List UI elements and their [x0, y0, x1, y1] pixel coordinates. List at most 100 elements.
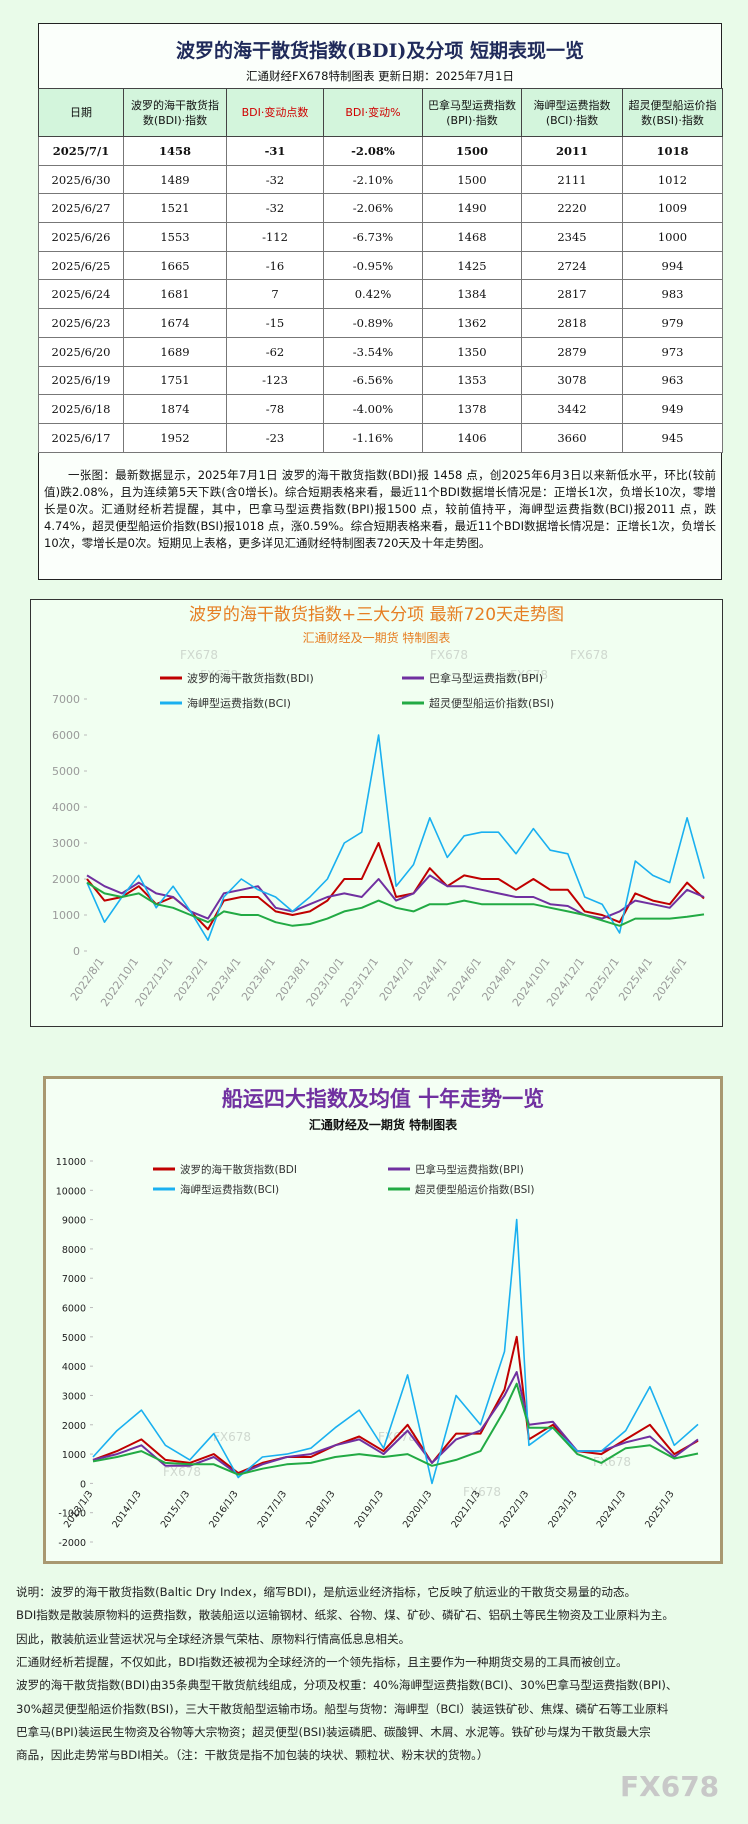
table-cell: -78 [226, 394, 324, 424]
legend-label: 超灵便型船运价指数(BSI) [415, 1183, 534, 1196]
y-tick-label: 5000 [62, 1333, 86, 1344]
x-tick-label: 2022/1/3 [498, 1489, 531, 1530]
x-tick-label: 2023/1/3 [546, 1489, 579, 1530]
y-tick-label: 4000 [62, 1362, 86, 1373]
legend-label: 超灵便型船运价指数(BSI) [429, 696, 554, 710]
y-tick-label: 5000 [52, 765, 80, 778]
table-cell: 1362 [422, 308, 522, 338]
y-tick-label: 3000 [62, 1391, 86, 1402]
table-cell: -31 [226, 136, 324, 166]
x-tick-label: 2019/1/3 [353, 1489, 386, 1530]
y-tick-label: 7000 [62, 1274, 86, 1285]
watermark: FX678 [510, 668, 548, 682]
table-cell: -16 [226, 250, 324, 281]
series-line [92, 1382, 699, 1476]
legend-label: 巴拿马型运费指数(BPI) [429, 671, 543, 685]
table-row: 2025/6/27 1521 -32 -2.06% 1490 2220 1009 [38, 193, 723, 224]
watermark: FX678 [620, 1770, 720, 1803]
table-cell: 1425 [422, 250, 522, 281]
table-cell: 2025/6/19 [38, 365, 124, 396]
table-cell: 2025/6/24 [38, 279, 124, 310]
legend-label: 海岬型运费指数(BCI) [187, 696, 291, 710]
table-cell: -6.73% [323, 222, 423, 252]
table-cell: 1500 [422, 164, 522, 195]
chart-title: 波罗的海干散货指数+三大分项 最新720天走势图 [189, 605, 564, 625]
y-tick-label: 0 [73, 945, 80, 958]
table-row: 2025/6/25 1665 -16 -0.95% 1425 2724 994 [38, 250, 723, 281]
table-cell: 2025/6/30 [38, 164, 124, 195]
table-cell: -0.95% [323, 250, 423, 281]
table-cell: 2025/6/18 [38, 394, 124, 424]
table-row: 2025/6/17 1952 -23 -1.16% 1406 3660 945 [38, 422, 723, 453]
table-cell: 963 [622, 365, 723, 396]
watermark: FX678 [213, 1430, 251, 1444]
y-tick-label: 10000 [56, 1186, 86, 1197]
note-line: 说明：波罗的海干散货指数(Baltic Dry Index，缩写BDI)，是航运… [16, 1585, 637, 1599]
table-row: 2025/6/26 1553 -112 -6.73% 1468 2345 1000 [38, 222, 723, 252]
table-cell: 1500 [422, 136, 522, 166]
y-tick-label: 2000 [62, 1421, 86, 1432]
x-tick-label: 2017/1/3 [256, 1489, 289, 1530]
header-cell: 巴拿马型运费指数(BPI)·指数 [422, 88, 522, 137]
table-cell: 1009 [622, 193, 723, 224]
x-tick-label: 2015/1/3 [159, 1489, 192, 1530]
y-tick-label: -1000 [58, 1509, 86, 1520]
table-cell: 1384 [422, 279, 522, 310]
y-tick-label: 6000 [62, 1304, 86, 1315]
table-cell: 2818 [521, 308, 623, 338]
table-cell: 1952 [123, 422, 227, 453]
note-line: 波罗的海干散货指数(BDI)由35条典型干散货航线组成，分项及权重：40%海岬型… [16, 1678, 678, 1693]
legend-label: 海岬型运费指数(BCI) [180, 1183, 279, 1196]
table-cell: 1489 [123, 164, 227, 195]
watermark: FX678 [180, 648, 218, 662]
watermark: FX678 [570, 648, 608, 662]
table-cell: 1553 [123, 222, 227, 252]
note-line: 因此，散装航运业营运状况与全球经济景气荣枯、原物料行情高低息息相关。 [16, 1631, 411, 1646]
y-tick-label: 4000 [52, 801, 80, 814]
table-cell: 2817 [521, 279, 623, 310]
table-cell: -2.06% [323, 193, 423, 224]
y-tick-label: 0 [80, 1479, 86, 1490]
table-cell: 1689 [123, 336, 227, 367]
chart-720d: FX678 FX678 FX678 FX678 FX678 波罗的海干散货指数+三大分项 … [52, 605, 705, 1009]
x-tick-label: 2020/1/3 [401, 1489, 434, 1530]
summary-text: 一张图：最新数据显示，2025年7月1日 波罗的海干散货指数(BDI)报 145… [44, 468, 716, 550]
table-cell: 1378 [422, 394, 522, 424]
header-cell: BDI·变动% [323, 88, 423, 137]
table-cell: 1012 [622, 164, 723, 195]
chart-title: 船运四大指数及均值 十年走势一览 [222, 1087, 544, 1111]
header-cell: 海岬型运费指数(BCI)·指数 [521, 88, 623, 137]
chart-subtitle: 汇通财经及一期货 特制图表 [309, 1117, 458, 1132]
y-tick-label: 6000 [52, 729, 80, 742]
table-cell: 1521 [123, 193, 227, 224]
y-tick-label: 2000 [52, 873, 80, 886]
x-tick-label: 2014/1/3 [110, 1489, 143, 1530]
series-line [86, 881, 705, 927]
table-cell: -3.54% [323, 336, 423, 367]
table-cell: 2025/6/17 [38, 422, 124, 453]
table-cell: 2011 [521, 136, 623, 166]
note-line: 汇通财经析若提醒，不仅如此，BDI指数还被视为全球经济的一个领先指标，且主要作为… [16, 1654, 628, 1669]
watermark: FX678 [463, 1485, 501, 1499]
table-cell: 2111 [521, 164, 623, 195]
table-cell: 1350 [422, 336, 522, 367]
table-cell: -4.00% [323, 394, 423, 424]
table-cell: -32 [226, 193, 324, 224]
table-cell: 3078 [521, 365, 623, 396]
table-cell: -6.56% [323, 365, 423, 396]
watermark: FX678 [200, 668, 238, 682]
table-cell: -2.08% [323, 136, 423, 166]
legend-label: 巴拿马型运费指数(BPI) [415, 1163, 524, 1176]
table-cell: 1681 [123, 279, 227, 310]
chart-subtitle: 汇通财经及一期货 特制图表 [303, 630, 451, 645]
series-line [92, 1218, 699, 1485]
header-cell: 波罗的海干散货指数(BDI)·指数 [123, 88, 227, 137]
series-line [92, 1335, 699, 1475]
table-cell: 1458 [123, 136, 227, 166]
table-cell: -123 [226, 365, 324, 396]
table-cell: 949 [622, 394, 723, 424]
series-line [86, 734, 705, 941]
table-cell: -62 [226, 336, 324, 367]
table-cell: 2025/6/26 [38, 222, 124, 252]
table-cell: 1000 [622, 222, 723, 252]
